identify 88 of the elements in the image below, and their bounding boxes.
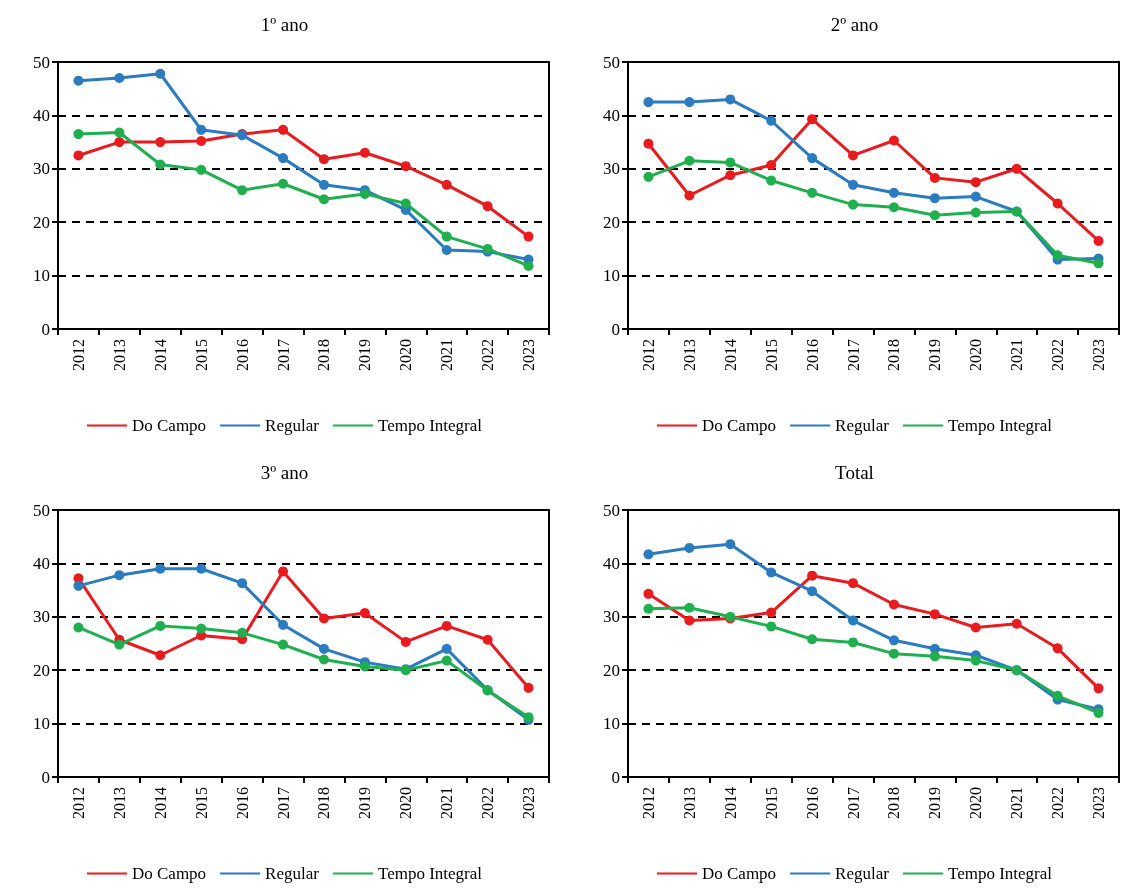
- x-tick-label: 2023: [520, 787, 538, 819]
- y-tick-label: 20: [33, 660, 50, 680]
- y-tick-label: 0: [41, 767, 50, 787]
- x-tick-label: 2023: [1090, 787, 1108, 819]
- x-tick-label: 2022: [1049, 787, 1067, 819]
- chart-title: 3º ano: [260, 462, 309, 483]
- x-tick-label: 2017: [844, 339, 862, 371]
- y-tick-label: 50: [33, 500, 50, 520]
- chart-title: Total: [835, 462, 874, 483]
- y-tick-label: 30: [33, 159, 50, 179]
- y-tick-label: 50: [603, 500, 620, 520]
- legend-label: Regular: [835, 864, 890, 883]
- x-tick-label: 2016: [233, 787, 251, 819]
- x-tick-label: 2012: [69, 339, 87, 371]
- legend-label: Tempo Integral: [377, 864, 483, 883]
- y-tick-label: 50: [603, 52, 620, 72]
- x-tick-label: 2020: [967, 339, 985, 371]
- x-tick-label: 2019: [926, 339, 944, 371]
- x-tick-label: 2017: [274, 339, 292, 371]
- x-tick-label: 2014: [721, 339, 739, 371]
- y-tick-label: 10: [33, 266, 50, 286]
- x-tick-label: 2014: [151, 339, 169, 371]
- y-tick-label: 20: [33, 212, 50, 232]
- x-tick-label: 2019: [356, 339, 374, 371]
- x-tick-label: 2018: [885, 787, 903, 819]
- x-tick-label: 2021: [438, 787, 456, 819]
- x-tick-label: 2013: [680, 787, 698, 819]
- y-tick-label: 10: [603, 266, 620, 286]
- legend-label: Regular: [835, 416, 890, 435]
- x-tick-label: 2019: [926, 787, 944, 819]
- chart-title: 1º ano: [260, 14, 309, 35]
- y-tick-label: 40: [33, 105, 50, 125]
- x-tick-label: 2013: [110, 339, 128, 371]
- legend-label: Tempo Integral: [947, 864, 1053, 883]
- x-tick-label: 2015: [762, 787, 780, 819]
- x-tick-label: 2015: [192, 339, 210, 371]
- y-tick-label: 0: [611, 767, 620, 787]
- x-tick-label: 2016: [803, 787, 821, 819]
- y-tick-label: 50: [33, 52, 50, 72]
- x-tick-label: 2012: [69, 787, 87, 819]
- y-tick-label: 10: [603, 714, 620, 734]
- x-tick-label: 2022: [479, 339, 497, 371]
- y-tick-label: 30: [33, 607, 50, 627]
- chart-title: 2º ano: [830, 14, 879, 35]
- x-tick-label: 2016: [233, 339, 251, 371]
- x-tick-label: 2013: [110, 787, 128, 819]
- x-tick-label: 2021: [1008, 787, 1026, 819]
- y-tick-label: 20: [603, 660, 620, 680]
- y-tick-label: 0: [41, 319, 50, 339]
- legend-label: Tempo Integral: [377, 416, 483, 435]
- x-tick-label: 2021: [438, 339, 456, 371]
- legend-label: Regular: [265, 864, 320, 883]
- x-tick-label: 2019: [356, 787, 374, 819]
- legend-label: Tempo Integral: [947, 416, 1053, 435]
- y-tick-label: 40: [33, 553, 50, 573]
- x-tick-label: 2021: [1008, 339, 1026, 371]
- legend-label: Do Campo: [131, 416, 207, 435]
- x-tick-label: 2023: [1090, 339, 1108, 371]
- x-tick-label: 2018: [315, 787, 333, 819]
- x-tick-label: 2017: [844, 787, 862, 819]
- y-tick-label: 30: [603, 159, 620, 179]
- x-tick-label: 2013: [680, 339, 698, 371]
- x-tick-label: 2023: [520, 339, 538, 371]
- x-tick-label: 2012: [639, 339, 657, 371]
- y-tick-label: 30: [603, 607, 620, 627]
- y-tick-label: 0: [611, 319, 620, 339]
- x-tick-label: 2017: [274, 787, 292, 819]
- x-tick-label: 2015: [762, 339, 780, 371]
- x-tick-label: 2022: [1049, 339, 1067, 371]
- y-tick-label: 20: [603, 212, 620, 232]
- x-tick-label: 2020: [397, 787, 415, 819]
- x-tick-label: 2016: [803, 339, 821, 371]
- x-tick-label: 2022: [479, 787, 497, 819]
- y-tick-label: 10: [33, 714, 50, 734]
- x-tick-label: 2015: [192, 787, 210, 819]
- y-tick-label: 40: [603, 553, 620, 573]
- x-tick-label: 2018: [885, 339, 903, 371]
- legend-label: Do Campo: [701, 416, 777, 435]
- x-tick-label: 2014: [151, 787, 169, 819]
- x-tick-label: 2020: [967, 787, 985, 819]
- legend-label: Do Campo: [131, 864, 207, 883]
- legend-label: Regular: [265, 416, 320, 435]
- x-tick-label: 2018: [315, 339, 333, 371]
- y-tick-label: 40: [603, 105, 620, 125]
- x-tick-label: 2020: [397, 339, 415, 371]
- x-tick-label: 2014: [721, 787, 739, 819]
- x-tick-label: 2012: [639, 787, 657, 819]
- legend-label: Do Campo: [701, 864, 777, 883]
